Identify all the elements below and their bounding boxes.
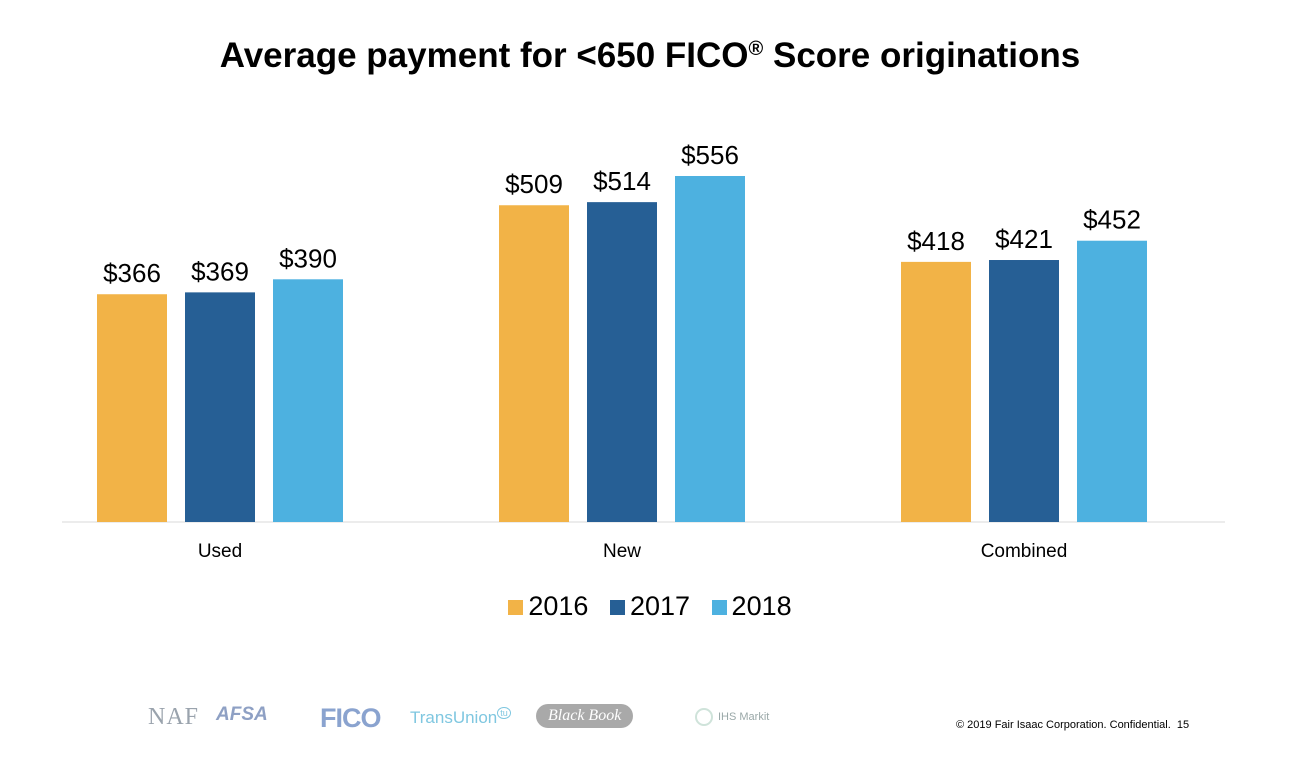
legend-label-2016: 2016 — [528, 591, 589, 621]
data-label-used-2017: $369 — [191, 256, 249, 286]
footer: © 2019 Fair Isaac Corporation. Confident… — [956, 719, 1189, 731]
bar-new-2017 — [587, 202, 657, 522]
category-label-combined: Combined — [981, 541, 1068, 562]
legend-label-2017: 2017 — [629, 591, 691, 621]
page-number: 15 — [1176, 719, 1190, 731]
naf-logo: NAF — [148, 704, 199, 731]
legend-swatch-2017 — [609, 600, 625, 615]
blackbook-logo-text: Black Book — [548, 707, 622, 724]
category-label-used: Used — [198, 541, 242, 562]
chart-legend: 2016 2017 2018 — [0, 591, 1300, 622]
fico-logo-text: FICO — [320, 703, 381, 733]
bar-used-2017 — [185, 292, 255, 522]
transunion-mark: tu — [497, 707, 511, 720]
ihs-markit-logo: IHS Markit — [695, 708, 769, 726]
data-label-new-2016: $509 — [505, 169, 563, 199]
legend-item-2016: 2016 — [508, 591, 588, 622]
afsa-logo-text: AFSA — [216, 704, 268, 725]
data-label-combined-2017: $421 — [995, 224, 1053, 254]
bar-new-2016 — [499, 205, 569, 522]
data-label-new-2018: $556 — [681, 140, 739, 170]
title-text: Average payment for <650 FICO — [219, 36, 749, 75]
bar-chart: $366 $369 $390 Used $509 $514 $556 New $418 $421 $… — [62, 140, 1225, 562]
bar-used-2016 — [97, 294, 167, 522]
data-label-used-2018: $390 — [279, 243, 337, 273]
category-label-new: New — [603, 541, 641, 562]
blackbook-logo: Black Book — [536, 704, 634, 728]
copyright-text: © 2019 Fair Isaac Corporation. Confident… — [956, 719, 1171, 731]
legend-label-2018: 2018 — [731, 591, 792, 621]
bar-combined-2018 — [1077, 240, 1147, 522]
transunion-logo: TransUnion tu — [410, 707, 511, 728]
bar-combined-2017 — [989, 260, 1059, 522]
bar-combined-2016 — [901, 261, 971, 522]
data-label-new-2017: $514 — [593, 166, 651, 196]
bar-used-2018 — [273, 279, 343, 522]
data-label-used-2016: $366 — [103, 258, 161, 288]
legend-swatch-2018 — [711, 600, 727, 615]
fico-logo: FICO — [320, 703, 381, 734]
ihs-logo-text: IHS Markit — [718, 710, 770, 723]
naf-logo-text: NAF — [148, 704, 200, 730]
chart-title: Average payment for <650 FICO® Score ori… — [0, 36, 1300, 76]
data-label-combined-2016: $418 — [907, 226, 965, 256]
afsa-logo: AFSA — [216, 704, 268, 726]
bar-new-2018 — [675, 176, 745, 522]
legend-swatch-2016 — [508, 600, 524, 615]
legend-item-2017: 2017 — [609, 591, 691, 622]
registered-mark: ® — [748, 38, 764, 60]
legend-item-2018: 2018 — [711, 591, 792, 622]
transunion-logo-text: TransUnion — [410, 708, 498, 727]
data-label-combined-2018: $452 — [1083, 205, 1141, 235]
title-tail: Score originations — [763, 36, 1081, 75]
ihs-globe-icon — [695, 708, 713, 726]
